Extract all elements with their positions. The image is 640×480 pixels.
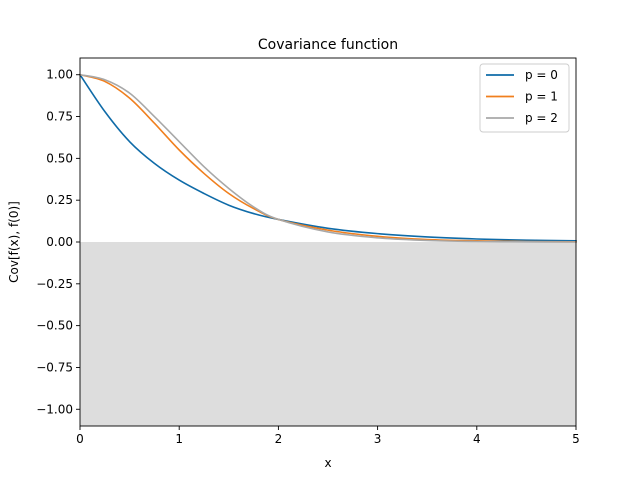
legend-box — [479, 63, 570, 133]
y-tick-label-4: 0.00 — [46, 235, 73, 249]
shaded-negative-region — [80, 242, 576, 426]
series-line-0 — [78, 73, 577, 242]
y-tick-label-7: 0.75 — [46, 110, 73, 124]
y-tick-label-2: −0.50 — [36, 319, 73, 333]
y-tick-label-0: −1.00 — [36, 402, 73, 416]
legend-label-2: p = 2 — [525, 111, 558, 125]
y-tick-label-3: −0.25 — [36, 277, 73, 291]
y-tick-label-8: 1.00 — [46, 68, 73, 82]
plot-area: 0 1 2 3 4 5 −1.00 −0.75 −0.50 −0.25 0.00 0.25 0.50 0.… — [36, 57, 580, 446]
x-tick-label-4: 4 — [473, 432, 481, 446]
x-tick-label-2: 2 — [275, 432, 283, 446]
legend-label-0: p = 0 — [525, 68, 558, 82]
y-tick-label-5: 0.25 — [46, 193, 73, 207]
y-tick-label-6: 0.50 — [46, 151, 73, 165]
x-tick-label-5: 5 — [572, 432, 580, 446]
x-tick-label-1: 1 — [175, 432, 183, 446]
legend-label-1: p = 1 — [525, 90, 558, 104]
y-tick-label-1: −0.75 — [36, 360, 73, 374]
series-line-2 — [79, 73, 577, 243]
x-axis-label: x — [324, 456, 331, 470]
y-axis-label: Cov[f(x), f(0)] — [7, 201, 21, 283]
x-tick-label-3: 3 — [374, 432, 382, 446]
x-tick-label-0: 0 — [76, 432, 84, 446]
chart-title: Covariance function — [258, 37, 398, 53]
